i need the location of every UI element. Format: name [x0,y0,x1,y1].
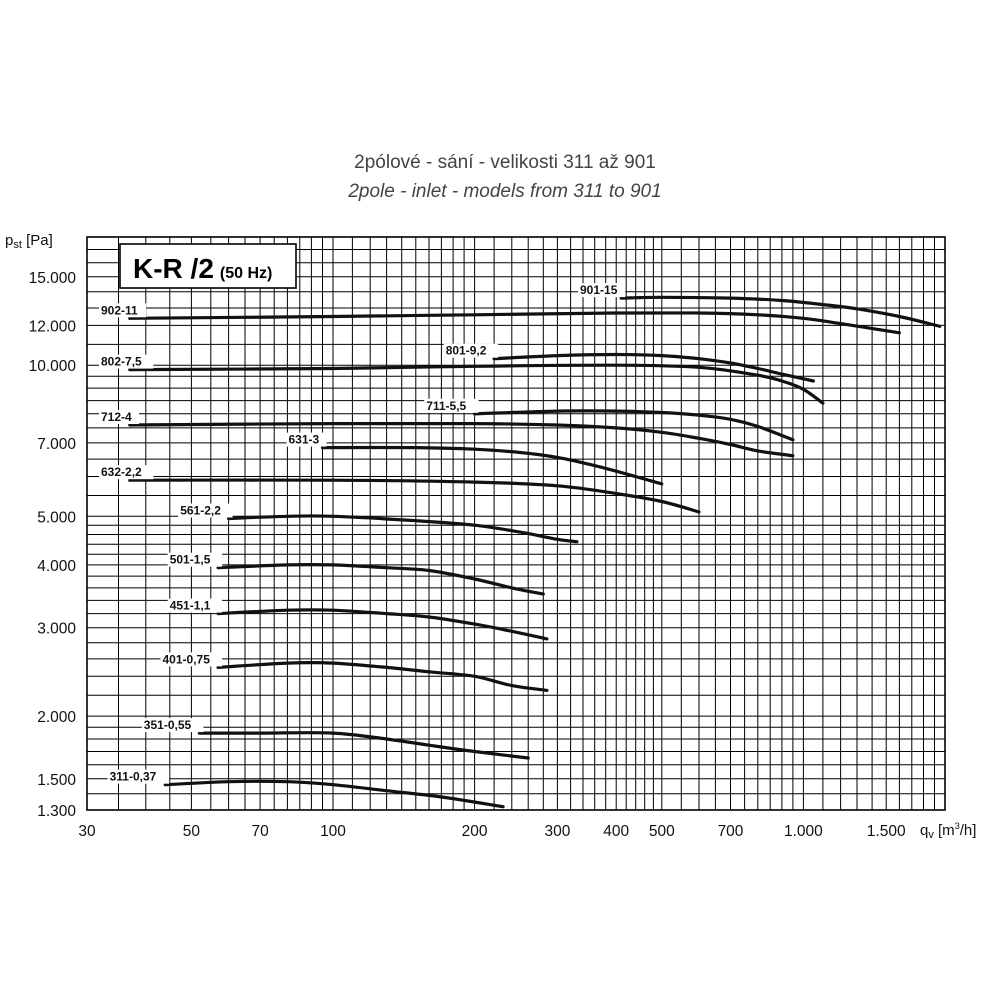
series-label-bg [578,283,626,298]
y-tick-label: 2.000 [37,709,76,726]
x-tick-label: 30 [78,823,96,840]
x-axis-label-sub: v [928,829,934,841]
series-curve-401-0,75 [216,660,549,692]
chart-title: 2pólové - sání - velikosti 311 až 901 [354,152,656,173]
x-tick-label: 100 [320,823,346,840]
series-label-bg [99,465,154,480]
series-curve-632-2,2 [128,478,701,514]
series-label-bg [178,503,233,518]
y-tick-label: 7.000 [37,436,76,453]
model-frequency: (50 Hz) [220,265,272,282]
series-label: 711-5,5 [426,399,466,413]
series-label-bg [141,718,204,733]
y-tick-label: 10.000 [29,358,77,375]
model-label-box: K-R /2 (50 Hz) [119,243,297,289]
series-label: 712-4 [101,410,132,424]
model-label: K-R /2 (50 Hz) [133,253,272,284]
series-label: 801-9,2 [446,344,487,358]
plot-frame [86,236,946,811]
x-tick-label: 200 [462,823,488,840]
x-tick-label: 50 [183,823,201,840]
series-curve-351-0,55 [197,731,530,760]
y-axis-label-unit: [Pa] [22,232,53,249]
series-label: 501-1,5 [170,553,211,567]
x-tick-labels: 30 50 70 100 200 300 400 500 700 1.000 1.500 [78,823,906,840]
y-tick-label: 4.000 [37,558,76,575]
series-curve-901-15 [619,295,942,328]
x-tick-label: 700 [718,823,744,840]
series-curve-501-1,5 [216,563,545,596]
series-label-bg [160,652,223,667]
y-tick-label: 1.300 [37,803,76,820]
series-curve-802-7,5 [128,363,825,405]
series-curve-902-11 [128,311,901,335]
series-curve-631-3 [320,445,664,486]
series-curve-801-9,2 [492,352,815,383]
x-tick-label: 500 [649,823,675,840]
x-axis-label: qv [m3/h] [920,821,976,841]
series-label-bg [286,432,327,447]
x-axis-label-unit-pre: [m [934,822,955,839]
series-label-bg [99,354,154,369]
series-label-bg [99,410,139,424]
x-axis-label-unit-post: /h] [960,822,977,839]
series-label: 632-2,2 [101,465,142,479]
series-curve-451-1,1 [216,608,549,641]
series-curve-711-5,5 [473,409,795,442]
model-name: K-R /2 [133,253,214,284]
series-label-bg [443,343,499,358]
series-label-bg [167,552,223,567]
series-label-bg [424,398,479,413]
series-label-bg [167,598,223,613]
series-label: 311-0,37 [110,770,157,784]
y-tick-label: 1.500 [37,772,76,789]
model-label-frame [119,243,297,289]
series-labels: 902-11 901-15 802-7,5 801-9,2 712-4 711-5,5 63… [99,283,626,784]
series-curve-311-0,37 [163,779,505,809]
series-curves [128,295,942,809]
x-tick-label: 300 [544,823,570,840]
plot-grid [87,237,945,810]
series-label: 902-11 [101,303,138,317]
x-tick-label: 400 [603,823,629,840]
series-label: 401-0,75 [163,652,211,666]
series-label-bg [107,769,170,784]
series-label: 901-15 [580,283,618,297]
y-axis-label: pst [Pa] [5,232,53,251]
x-axis-label-unit-sup: 3 [955,821,960,831]
series-label: 561-2,2 [180,504,221,518]
series-label: 631-3 [289,433,320,447]
x-tick-label: 70 [251,823,269,840]
y-tick-label: 12.000 [29,318,77,335]
x-tick-label: 1.000 [784,823,823,840]
y-axis-label-sub: st [13,239,22,251]
series-label-bg [99,303,147,318]
series-curve-561-2,2 [227,514,579,544]
chart-subtitle: 2pole - inlet - models from 311 to 901 [347,181,661,202]
series-label: 351-0,55 [144,718,192,732]
series-label: 802-7,5 [101,355,142,369]
y-axis-label-main: p [5,232,13,249]
y-tick-label: 15.000 [29,270,77,287]
series-label: 451-1,1 [170,599,211,613]
x-tick-label: 1.500 [867,823,906,840]
y-tick-label: 5.000 [37,509,76,526]
series-curve-712-4 [128,421,795,458]
y-tick-label: 3.000 [37,621,76,638]
x-axis-label-main: q [920,822,928,839]
y-tick-labels: 15.000 12.000 10.000 7.000 5.000 4.000 3.000 2.… [29,270,77,820]
